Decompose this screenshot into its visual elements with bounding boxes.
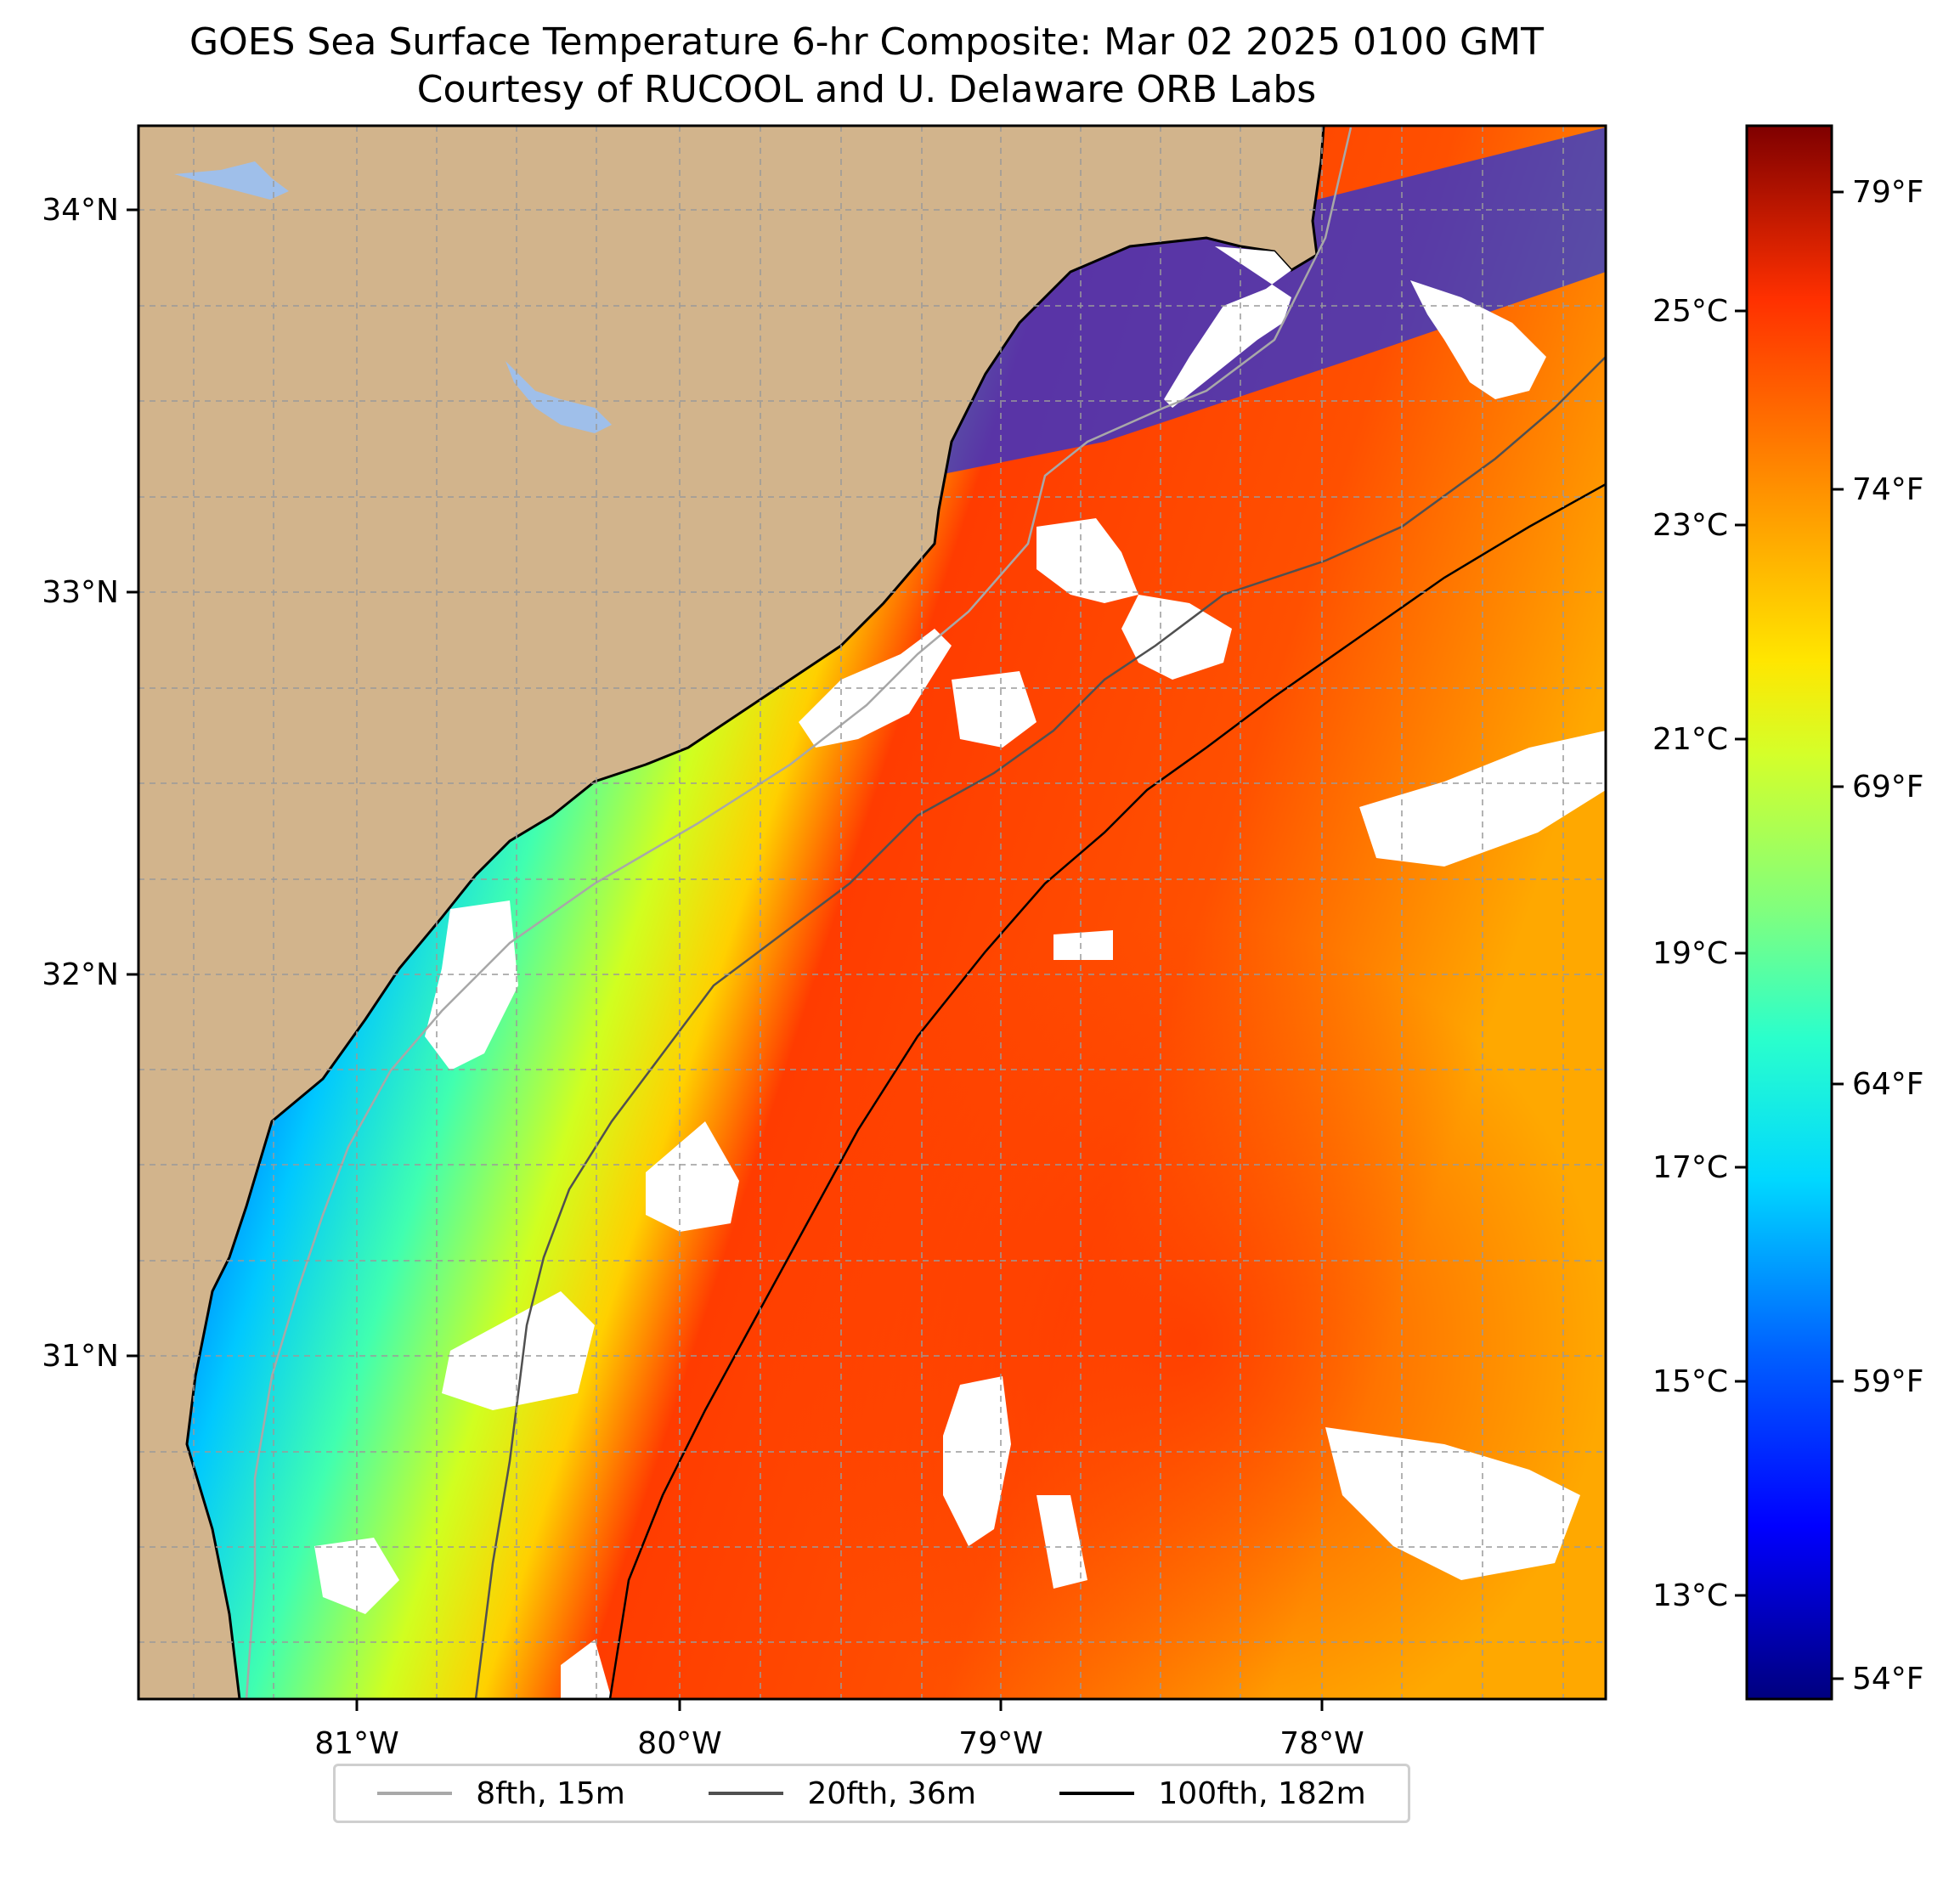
lat-tick-label: 33°N (42, 575, 119, 610)
map-frame (137, 124, 1607, 1701)
colorbar (1745, 124, 1833, 1701)
lat-tick-marks (127, 208, 138, 1358)
colorbar-fahrenheit-label: 69°F (1852, 770, 1924, 805)
lat-tick-label: 34°N (42, 193, 119, 228)
legend-entry-20fth: 20fth, 36m (709, 1776, 976, 1811)
colorbar-celsius-label: 25°C (1652, 294, 1728, 329)
lon-tick-marks (355, 1699, 1324, 1711)
colorbar-fahrenheit-label: 59°F (1852, 1364, 1924, 1399)
contour-20fth-36m (474, 356, 1606, 1699)
title-line-1: GOES Sea Surface Temperature 6-hr Compos… (189, 20, 1544, 64)
colorbar-fahrenheit-label: 64°F (1852, 1067, 1924, 1102)
land-mass (138, 126, 1325, 1699)
colorbar-celsius-label: 19°C (1652, 936, 1728, 971)
gridlines (138, 126, 1606, 1699)
legend-entry-8fth: 8fth, 15m (377, 1776, 625, 1811)
colorbar-fahrenheit-ticks (1832, 190, 1844, 1680)
map-area (138, 126, 1606, 1699)
chart-title: GOES Sea Surface Temperature 6-hr Compos… (0, 19, 1733, 114)
contour-100fth-182m (608, 483, 1606, 1699)
lon-tick-label: 79°W (958, 1726, 1042, 1761)
cloud-masked-areas (314, 246, 1606, 1699)
lake-marion (174, 161, 289, 200)
contour-legend: 8fth, 15m 20fth, 36m 100fth, 182m (333, 1764, 1410, 1823)
colorbar-fahrenheit-label: 74°F (1852, 472, 1924, 507)
lat-tick-label: 32°N (42, 957, 119, 992)
legend-label: 100fth, 182m (1158, 1776, 1366, 1811)
lon-tick-label: 81°W (314, 1726, 398, 1761)
colorbar-celsius-label: 17°C (1652, 1150, 1728, 1185)
legend-entry-100fth: 100fth, 182m (1059, 1776, 1366, 1811)
lat-tick-label: 31°N (42, 1339, 119, 1374)
colorbar-celsius-label: 15°C (1652, 1364, 1728, 1399)
legend-swatch (709, 1792, 784, 1795)
contour-8fth-15m (245, 127, 1353, 1699)
colorbar-celsius-label: 21°C (1652, 722, 1728, 757)
legend-label: 20fth, 36m (807, 1776, 976, 1811)
legend-swatch (1059, 1792, 1135, 1795)
title-line-2: Courtesy of RUCOOL and U. Delaware ORB L… (416, 68, 1317, 111)
colorbar-celsius-label: 23°C (1652, 508, 1728, 543)
colorbar-fahrenheit-label: 54°F (1852, 1662, 1924, 1697)
lake-moultrie (506, 361, 612, 433)
legend-swatch (377, 1792, 453, 1795)
colorbar-celsius-ticks (1735, 309, 1747, 1597)
lon-tick-label: 80°W (637, 1726, 721, 1761)
colorbar-fahrenheit-label: 79°F (1852, 175, 1924, 210)
colorbar-celsius-label: 13°C (1652, 1578, 1728, 1613)
legend-label: 8fth, 15m (476, 1776, 625, 1811)
lon-tick-label: 78°W (1279, 1726, 1364, 1761)
